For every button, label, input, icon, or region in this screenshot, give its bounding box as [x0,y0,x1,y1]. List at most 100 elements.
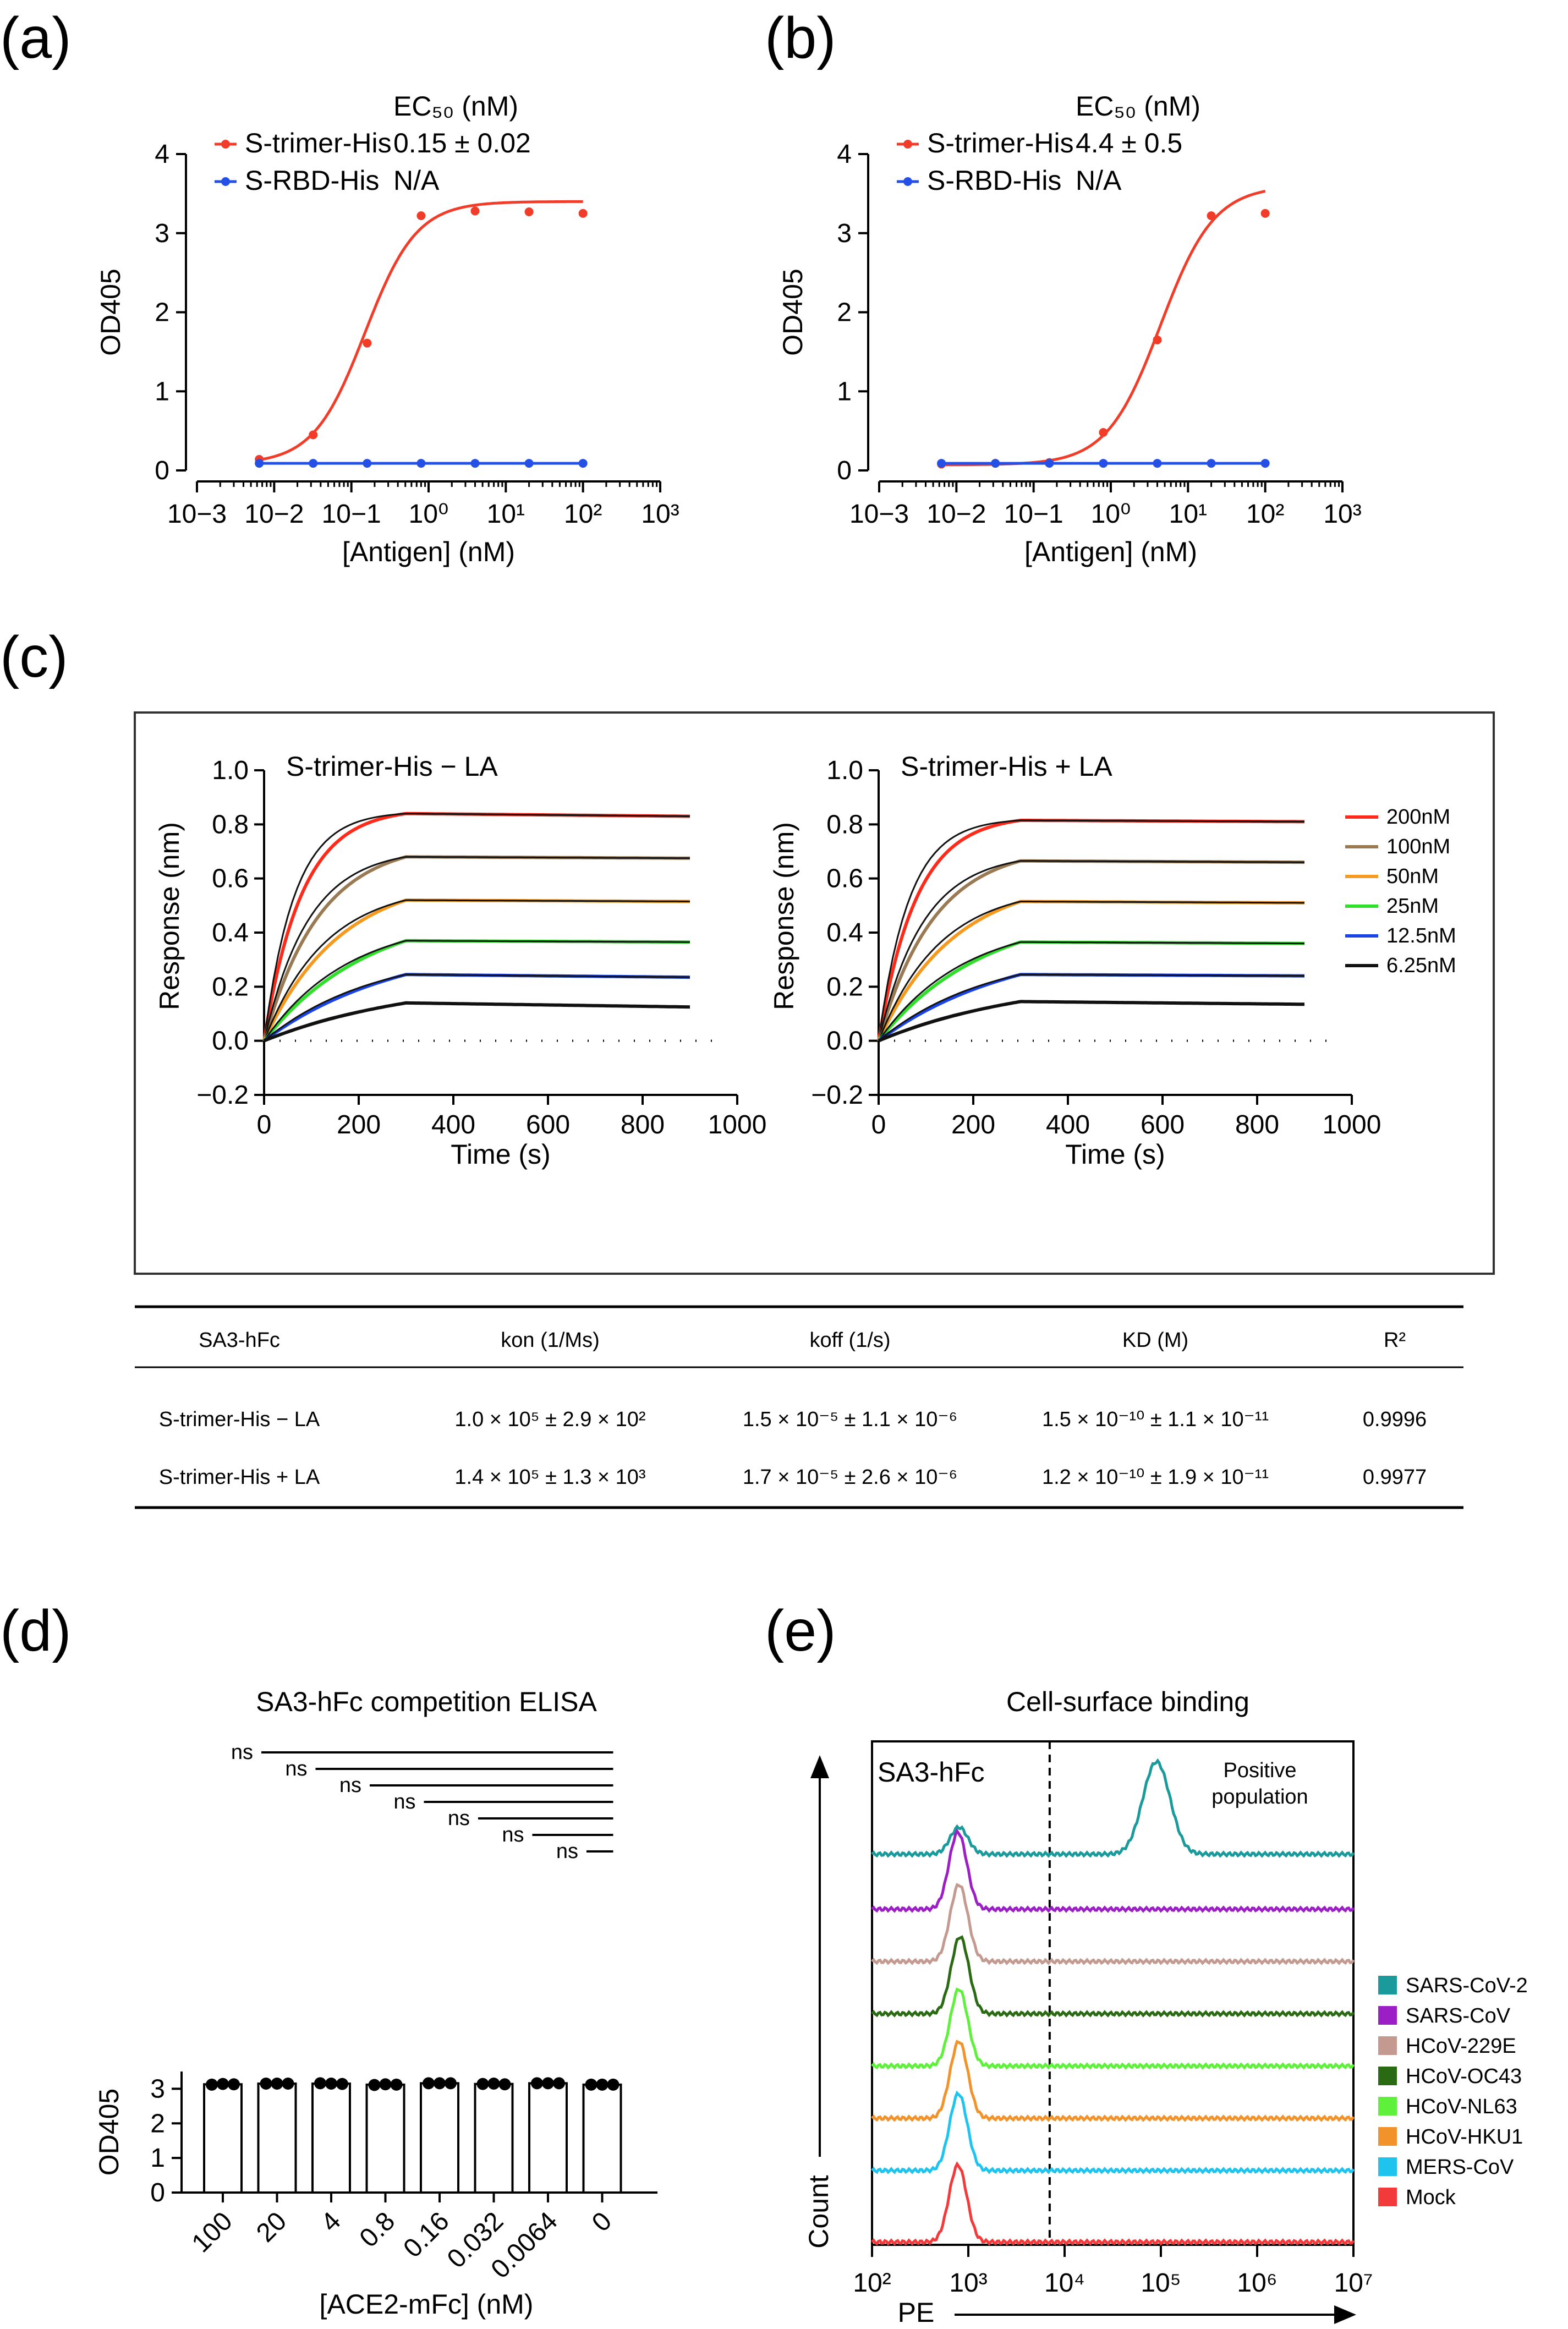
replicate-dot [336,2078,348,2090]
fit-curve-S-trimer-His [259,200,583,462]
data-point-S-RBD-His [1099,459,1108,468]
y-tick-label: 1.0 [826,756,863,785]
legend-label: HCoV-HKU1 [1406,2125,1523,2149]
table-header-cell: koff (1/s) [809,1329,890,1352]
histogram-MERS-CoV [871,2090,1355,2174]
y-tick-label: 0.6 [826,864,863,894]
replicate-dot [390,2078,403,2091]
legend-label: 25nM [1386,895,1439,918]
x-tick-label: 0 [586,2206,617,2237]
trace-6.25nM [878,1000,1304,1043]
y-tick-label: 0.6 [212,864,249,894]
table-cell: 1.0 × 10⁵ ± 2.9 × 10² [454,1408,645,1431]
x-tick-label: 10⁷ [1334,2268,1373,2298]
y-tick-label: 0 [155,456,169,485]
replicate-dot [271,2078,283,2090]
data-point-S-trimer-His [1260,209,1270,218]
table-cell: S-trimer-His + LA [159,1466,320,1489]
trace-25nM [877,940,1305,1042]
data-point-S-trimer-His [1153,335,1162,344]
legend-swatch [1378,2067,1397,2085]
table-header-cell: R² [1384,1329,1406,1352]
panel-label-e: (e) [765,1598,836,1663]
significance-label: ns [285,1757,307,1780]
fit-200nM [263,813,690,1041]
plot-frame [871,1740,1355,2246]
y-tick-label: 1 [155,377,169,406]
data-point-S-trimer-His [1099,428,1108,437]
data-point-S-RBD-His [255,459,264,468]
gate-label-line1: Positive [1223,1759,1296,1782]
x-tick-label: 10⁴ [1044,2268,1085,2298]
panel-label-b: (b) [765,6,836,70]
data-point-S-RBD-His [470,459,480,468]
y-tick-label: 1 [150,2144,165,2173]
x-tick-label: 10³ [1323,500,1361,529]
x-tick-label: 800 [621,1110,665,1139]
chart-e-flow-histograms: Cell-surface binding 10² 10³ 10⁴ 10⁵ 10⁶ 10⁷ PE… [803,1686,1528,2328]
y-tick-label: 2 [150,2109,165,2138]
fit-100nM [878,860,1305,1042]
legend-label: SARS-CoV-2 [1406,1974,1528,1997]
x-tick-label: 10−1 [322,500,381,529]
y-axis-label: OD405 [777,268,808,355]
plot-title: S-trimer-His − LA [286,751,498,782]
chart-a-elisa: 0 1 2 3 4 10−3 10−2 10−1 10⁰ 10¹ 10² 10³ [Antigen] (… [95,91,679,567]
fit-25nM [878,941,1305,1042]
legend-label: Mock [1406,2186,1456,2209]
replicate-dot [487,2078,500,2090]
trace-12.5nM [878,973,1305,1043]
x-tick-label: 10−1 [1004,500,1063,529]
x-tick-label: 10−3 [167,500,227,529]
legend-ec50: N/A [1076,165,1122,196]
table-header-cell: SA3-hFc [199,1329,280,1352]
histogram-SARS-CoV [871,1828,1355,1913]
replicate-dot [585,2078,597,2091]
y-tick-label: 0.4 [212,918,249,947]
legend-label: S-RBD-His [245,165,379,196]
panel-label-c: (c) [0,624,68,689]
plot-title: SA3-hFc competition ELISA [256,1686,597,1717]
x-tick-label: 20 [251,2206,292,2248]
data-point-S-trimer-His [1207,211,1216,221]
y-arrow-head [810,1755,829,1778]
legend-ec50: N/A [393,165,440,196]
x-axis-label: Time (s) [1065,1139,1165,1170]
table-header-cell: KD (M) [1122,1329,1188,1352]
y-tick-label: 4 [837,140,852,169]
panel-label-d: (d) [0,1598,72,1663]
y-axis-label: OD405 [95,268,126,355]
legend-swatch [1378,2097,1397,2116]
x-tick-label: 0 [871,1110,886,1139]
chart-b-elisa: 0 1 2 3 4 10−3 10−2 10−1 10⁰ 10¹ 10² 10³ [Antigen] (… [777,91,1362,567]
legend-ec50: 4.4 ± 0.5 [1076,128,1182,158]
legend-label: MERS-CoV [1406,2156,1514,2179]
table-cell: S-trimer-His − LA [159,1408,320,1431]
significance-label: ns [393,1790,415,1813]
x-tick-label: 10² [853,2268,891,2298]
bar [365,2083,405,2194]
replicate-dot [607,2078,619,2091]
table-cell: 1.2 × 10⁻¹⁰ ± 1.9 × 10⁻¹¹ [1042,1466,1269,1489]
gate-label-line2: population [1211,1785,1308,1809]
y-axis-label: Count [803,2175,834,2249]
replicate-dot [476,2078,489,2090]
legend-header: EC₅₀ (nM) [1076,91,1200,122]
y-axis-label: Response (nm) [154,822,185,1010]
x-axis-label: Time (s) [451,1139,550,1170]
significance-label: ns [556,1840,578,1863]
y-tick-label: 2 [155,298,169,327]
replicate-dot [379,2078,392,2091]
fit-12.5nM [878,973,1305,1042]
bar [203,2083,243,2194]
data-point-S-trimer-His [416,211,426,221]
data-point-S-trimer-His [309,430,318,440]
y-tick-label: 0.8 [826,810,863,839]
y-tick-label: 3 [155,219,169,248]
replicate-dot [217,2078,229,2090]
x-tick-label: 4 [315,2206,346,2237]
legend-label: S-RBD-His [927,165,1061,196]
histogram-HCoV-NL63 [871,1987,1355,2070]
replicate-dot [368,2079,381,2091]
replicate-dot [228,2078,240,2091]
